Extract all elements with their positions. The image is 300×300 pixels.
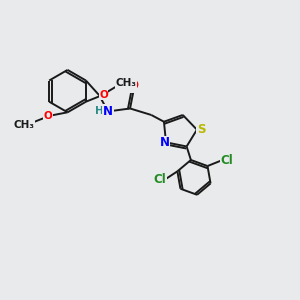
Text: N: N: [160, 136, 170, 149]
Text: N: N: [103, 105, 113, 118]
Text: H: H: [95, 106, 104, 116]
Text: O: O: [129, 79, 139, 92]
Text: S: S: [197, 123, 206, 136]
Text: O: O: [99, 90, 108, 100]
Text: Cl: Cl: [153, 173, 166, 186]
Text: O: O: [44, 111, 52, 122]
Text: Cl: Cl: [221, 154, 234, 166]
Text: CH₃: CH₃: [115, 79, 136, 88]
Text: CH₃: CH₃: [13, 120, 34, 130]
